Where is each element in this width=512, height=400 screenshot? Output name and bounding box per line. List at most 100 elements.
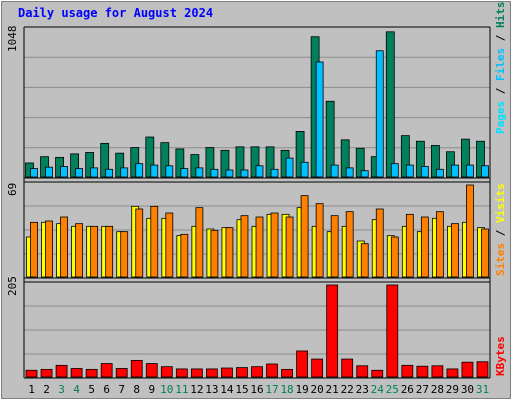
- hits-bar-files-1: [30, 168, 38, 178]
- kbytes-bar-kbytes-23: [356, 365, 369, 378]
- hits-legend: Pages / Files / Hits: [494, 2, 507, 135]
- hits-bar-files-11: [180, 168, 189, 178]
- kbytes-bar-kbytes-14: [221, 367, 233, 378]
- hits-bar-files-25: [390, 163, 399, 178]
- kbytes-bar-kbytes-1: [25, 369, 38, 378]
- hits-bar-files-4: [75, 168, 84, 178]
- chart-title: Daily usage for August 2024: [18, 6, 214, 20]
- x-tick-label-4: 4: [73, 383, 80, 396]
- kbytes-bar-kbytes-8: [130, 359, 143, 378]
- x-tick-label-10: 10: [160, 383, 173, 396]
- hits-bar-hits-23: [355, 147, 365, 178]
- x-tick-label-26: 26: [401, 383, 414, 396]
- hits-bar-files-12: [195, 167, 204, 178]
- x-tick-label-28: 28: [431, 383, 444, 396]
- kbytes-bar-kbytes-31: [476, 361, 489, 378]
- visits-bar-sites-20: [315, 203, 324, 278]
- x-tick-label-25: 25: [386, 383, 399, 396]
- kbytes-bar-kbytes-10: [160, 366, 173, 378]
- x-tick-label-13: 13: [205, 383, 218, 396]
- kbytes-bar-kbytes-11: [175, 368, 188, 378]
- hits-bar-files-31: [481, 165, 489, 178]
- legend-entry-files: Files: [494, 48, 507, 81]
- legend-separator: /: [494, 28, 507, 48]
- legend-entry-visits: Visits: [494, 183, 507, 223]
- kbytes-bar-kbytes-29: [446, 368, 459, 378]
- visits-bar-sites-12: [195, 207, 204, 278]
- hits-bar-hits-13: [205, 147, 215, 178]
- kbytes-bar-kbytes-20: [311, 358, 324, 378]
- hits-bar-hits-15: [235, 146, 245, 178]
- kbytes-bar-kbytes-17: [266, 363, 278, 378]
- kbytes-bar-kbytes-3: [55, 364, 68, 378]
- visits-bar-sites-11: [180, 233, 189, 278]
- x-tick-label-20: 20: [311, 383, 324, 396]
- hits-bar-files-18: [285, 157, 294, 178]
- x-tick-label-27: 27: [416, 383, 429, 396]
- legend-entry-sites: Sites: [494, 243, 507, 276]
- x-tick-label-18: 18: [280, 383, 293, 396]
- kbytes-bar-kbytes-13: [206, 368, 218, 378]
- hits-bar-files-30: [466, 164, 474, 178]
- hits-bar-hits-22: [340, 139, 350, 178]
- x-tick-label-14: 14: [220, 383, 234, 396]
- kbytes-bar-kbytes-5: [85, 368, 98, 378]
- x-tick-label-21: 21: [326, 383, 339, 396]
- hits-bar-hits-12: [190, 154, 200, 178]
- plot-area: [23, 26, 491, 379]
- visits-bar-sites-5: [90, 225, 99, 278]
- hits-bar-hits-31: [476, 140, 485, 178]
- visits-bar-sites-24: [375, 208, 384, 278]
- hits-bar-files-23: [360, 170, 369, 178]
- hits-bar-hits-29: [446, 151, 455, 178]
- visits-bar-sites-3: [60, 216, 68, 278]
- x-tick-label-3: 3: [58, 383, 65, 396]
- x-tick-label-6: 6: [103, 383, 110, 396]
- visits-bar-sites-29: [451, 223, 459, 278]
- kbytes-bar-kbytes-12: [190, 368, 203, 378]
- visits-bar-sites-26: [405, 213, 414, 278]
- hits-bar-files-13: [210, 168, 219, 178]
- x-tick-label-15: 15: [235, 383, 248, 396]
- hits-bar-hits-8: [130, 147, 140, 178]
- visits-bar-sites-9: [150, 205, 159, 278]
- x-tick-label-30: 30: [461, 383, 474, 396]
- hits-bar-hits-17: [265, 146, 275, 178]
- visits-bar-sites-30: [466, 184, 474, 278]
- hits-bar-hits-11: [175, 148, 185, 178]
- visits-ymax-label: 69: [6, 183, 19, 196]
- kbytes-bar-kbytes-21: [326, 284, 339, 378]
- hits-bar-files-20: [315, 61, 324, 178]
- x-tick-label-2: 2: [43, 383, 50, 396]
- visits-bar-sites-16: [255, 216, 264, 278]
- visits-bar-sites-21: [330, 215, 339, 278]
- hits-bar-files-27: [420, 166, 429, 178]
- visits-bar-sites-17: [270, 212, 279, 278]
- x-tick-label-17: 17: [265, 383, 278, 396]
- visits-bar-sites-7: [120, 231, 129, 278]
- hits-bar-hits-27: [415, 140, 425, 178]
- x-tick-label-8: 8: [133, 383, 140, 396]
- hits-bar-files-5: [90, 167, 99, 178]
- hits-bar-hits-10: [160, 142, 170, 178]
- hits-bar-hits-9: [145, 136, 155, 178]
- hits-bar-files-15: [240, 169, 249, 178]
- hits-bar-files-3: [60, 166, 68, 178]
- legend-entry-hits: Hits: [494, 2, 507, 29]
- hits-bar-files-6: [105, 168, 114, 178]
- hits-bar-files-17: [270, 168, 279, 178]
- hits-bar-files-10: [165, 165, 174, 178]
- x-tick-label-1: 1: [28, 383, 35, 396]
- hits-ymax-label: 1048: [6, 26, 19, 53]
- visits-bar-sites-27: [420, 216, 429, 278]
- legend-entry-pages: Pages: [494, 101, 507, 134]
- visits-bar-sites-19: [300, 195, 309, 278]
- kbytes-bar-kbytes-26: [401, 364, 414, 378]
- kbytes-bar-kbytes-4: [70, 368, 83, 378]
- x-tick-label-19: 19: [295, 383, 308, 396]
- hits-bar-files-24: [375, 50, 384, 178]
- legend-separator: /: [494, 223, 507, 243]
- hits-bar-files-22: [345, 167, 354, 178]
